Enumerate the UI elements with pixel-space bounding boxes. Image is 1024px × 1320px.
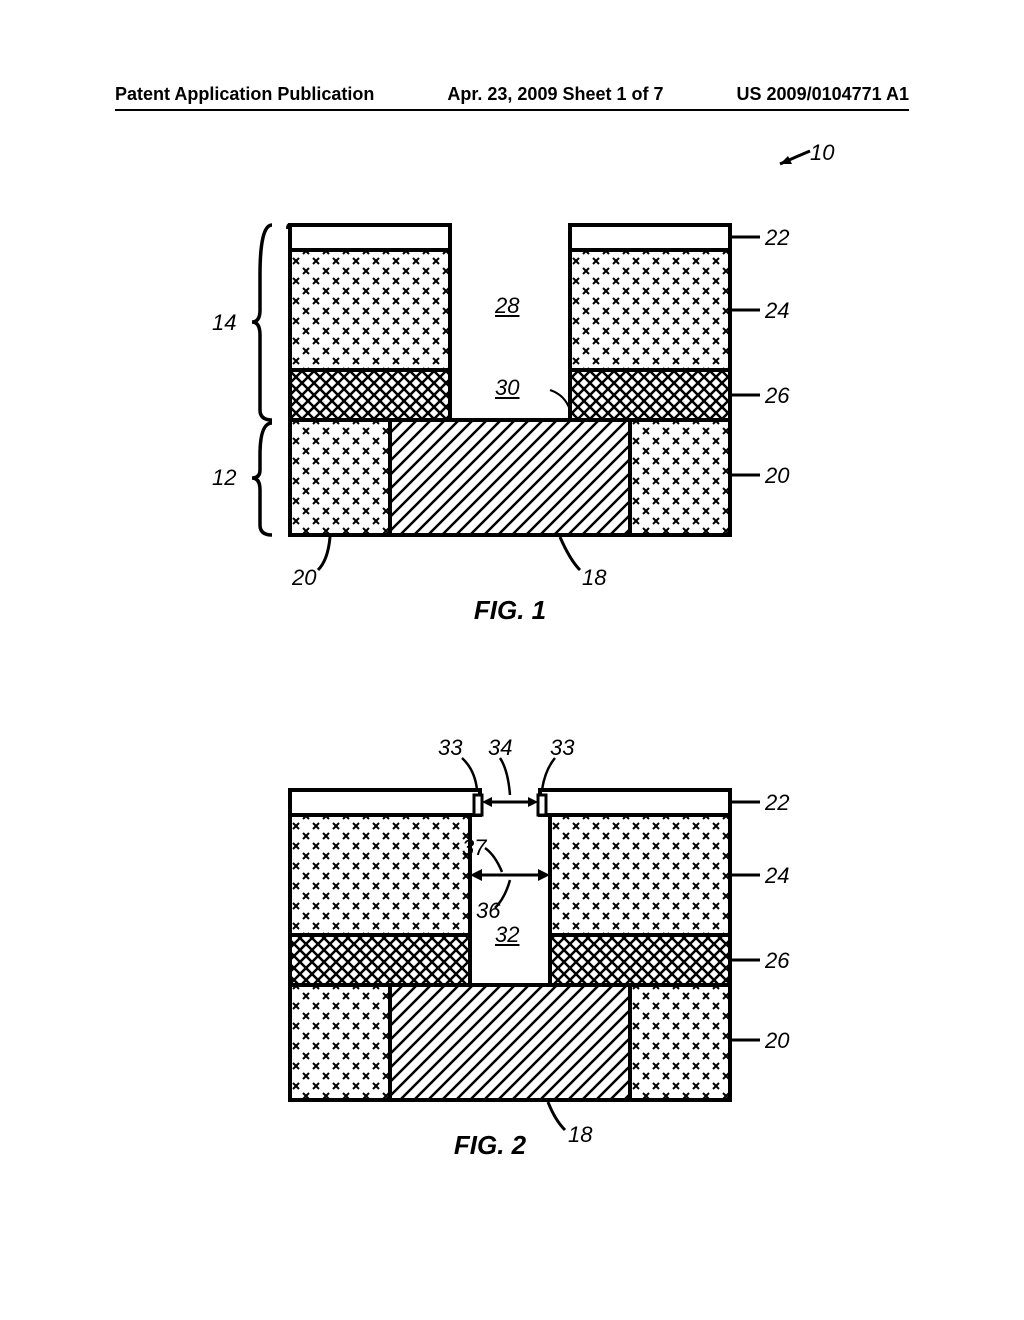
ref-28: 28 <box>495 293 519 319</box>
ref-22-2: 22 <box>765 790 789 816</box>
figure-2: 33 34 33 22 24 26 20 37 36 32 18 FIG. 2 <box>270 740 790 1170</box>
ref-33b: 33 <box>550 735 574 761</box>
fig1-svg <box>230 215 790 615</box>
ref-33a: 33 <box>438 735 462 761</box>
ref-24-2: 24 <box>765 863 789 889</box>
ref-37: 37 <box>462 835 486 861</box>
ref-14: 14 <box>212 310 236 336</box>
ref-30: 30 <box>495 375 519 401</box>
ref-12: 12 <box>212 465 236 491</box>
header-center: Apr. 23, 2009 Sheet 1 of 7 <box>447 84 663 105</box>
ref-34: 34 <box>488 735 512 761</box>
header-right: US 2009/0104771 A1 <box>737 84 909 105</box>
ref-20-2: 20 <box>765 1028 789 1054</box>
ref-26: 26 <box>765 383 789 409</box>
ref-20b: 20 <box>292 565 316 591</box>
fig2-title: FIG. 2 <box>230 1130 750 1161</box>
ref-24: 24 <box>765 298 789 324</box>
fig1-title: FIG. 1 <box>230 595 790 626</box>
fig2-svg <box>270 740 790 1170</box>
ref-20a: 20 <box>765 463 789 489</box>
ref-18: 18 <box>582 565 606 591</box>
ref-36: 36 <box>476 898 500 924</box>
header-left: Patent Application Publication <box>115 84 374 105</box>
leader-10 <box>778 148 813 168</box>
ref-22: 22 <box>765 225 789 251</box>
ref-10: 10 <box>810 140 834 166</box>
figure-1: 14 12 22 24 26 20 20 18 28 30 FIG. 1 <box>230 215 790 615</box>
ref-32: 32 <box>495 922 519 948</box>
ref-26-2: 26 <box>765 948 789 974</box>
